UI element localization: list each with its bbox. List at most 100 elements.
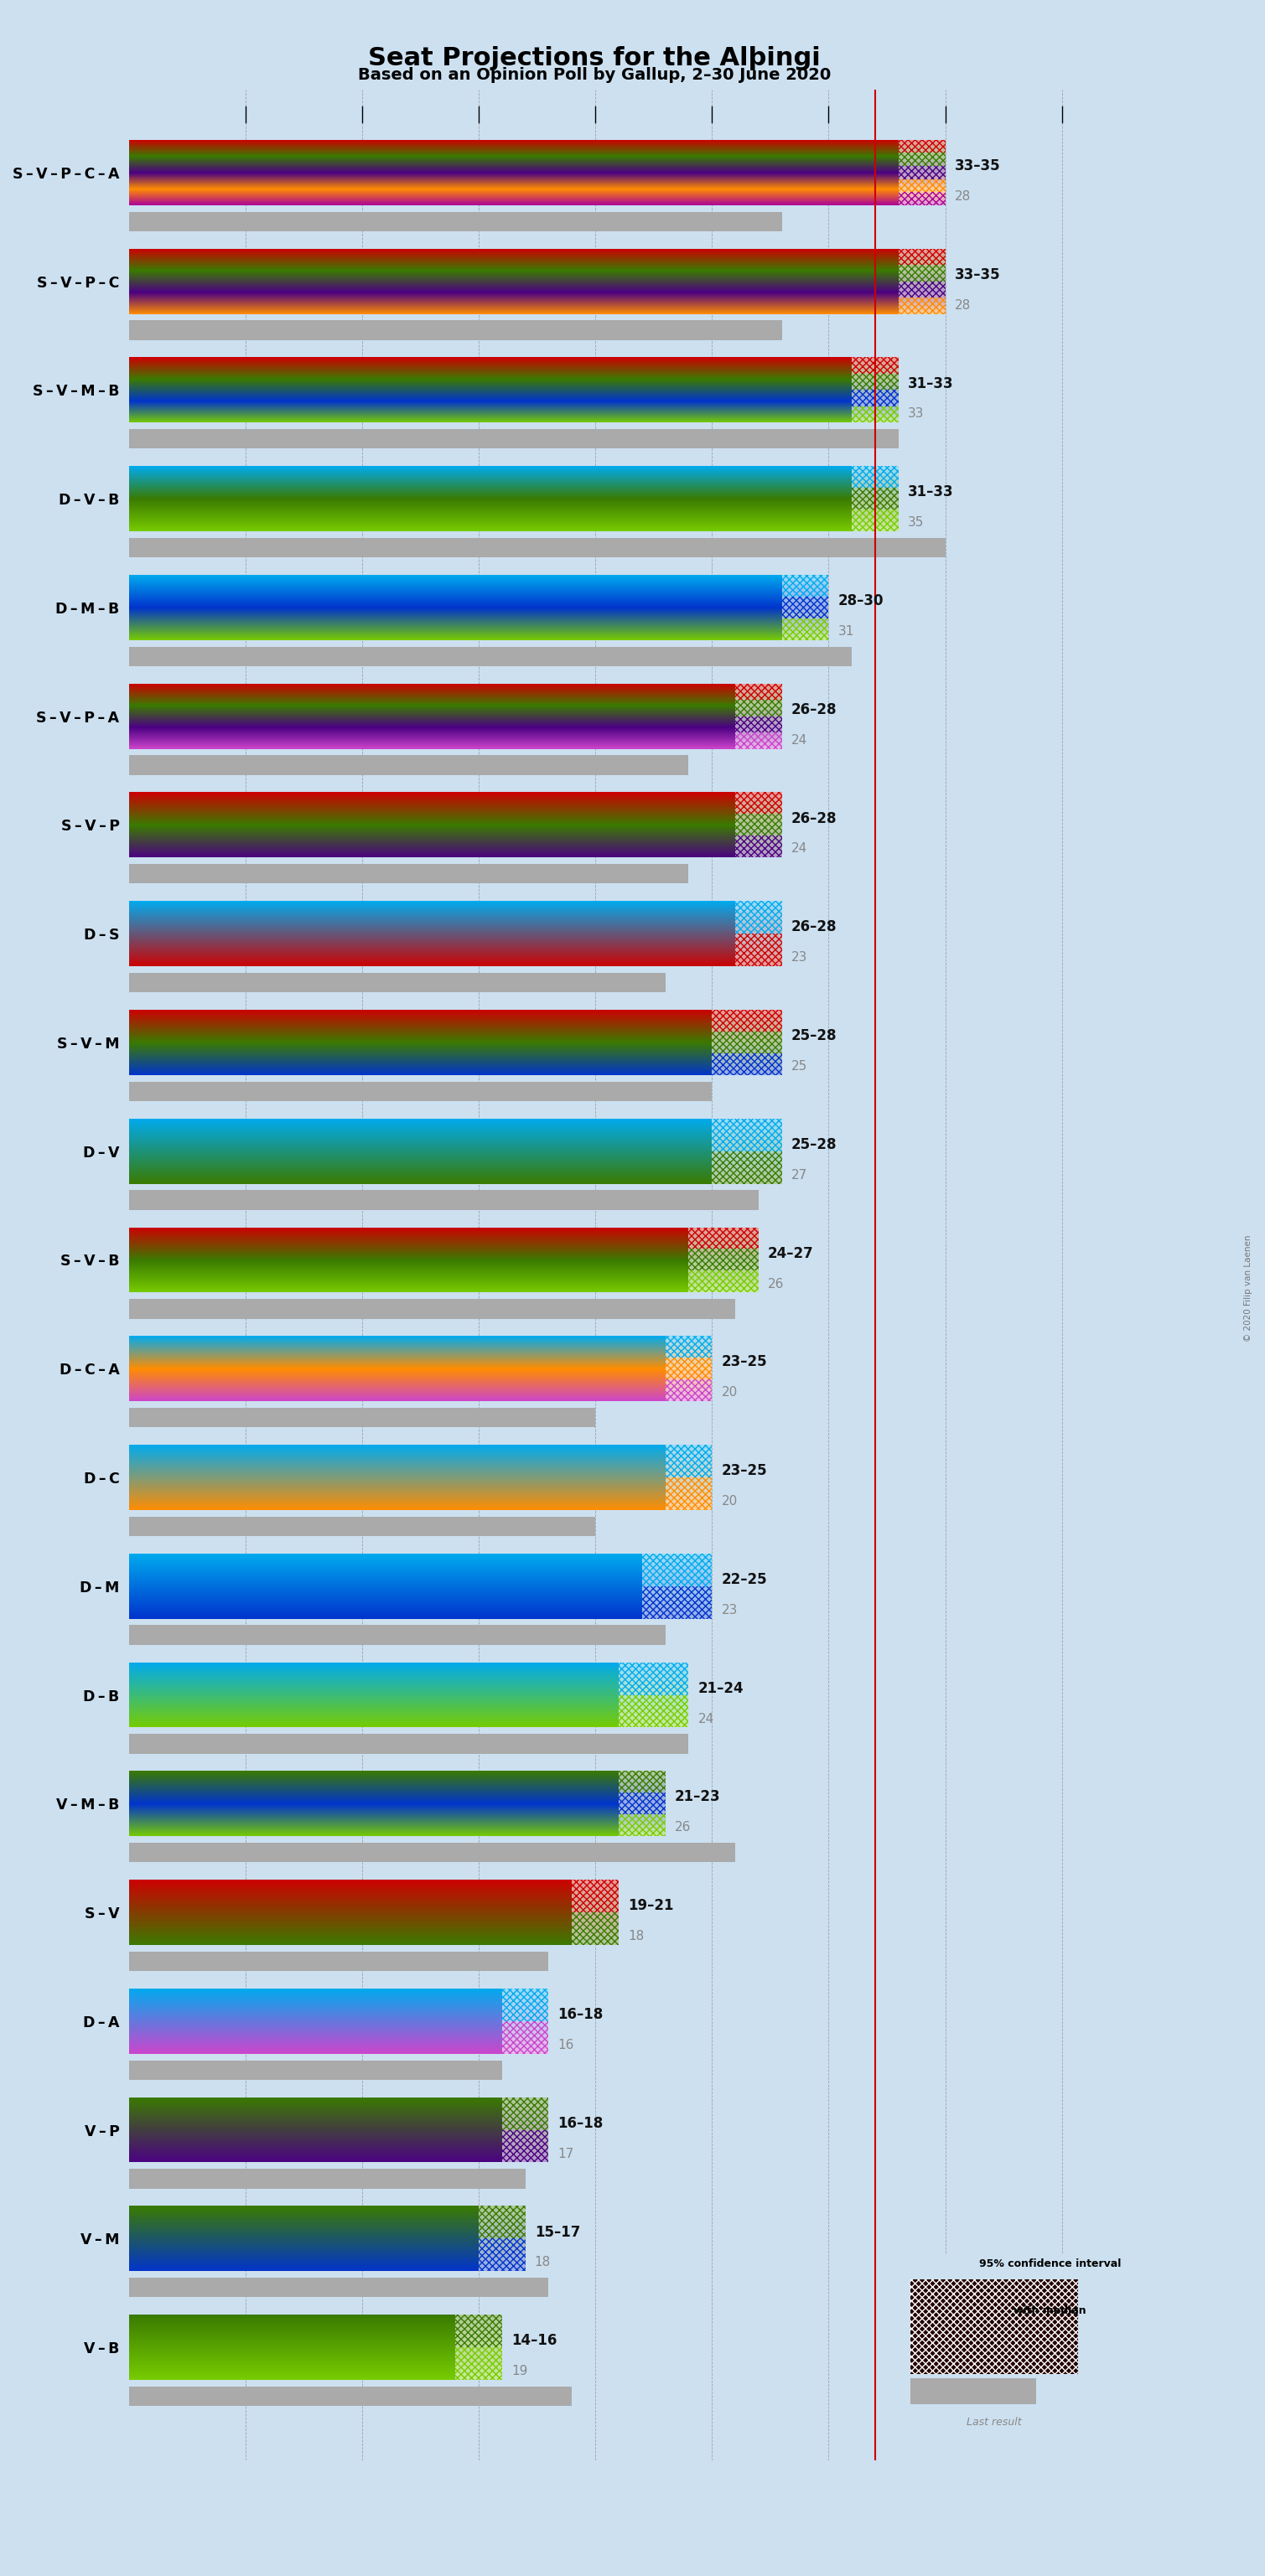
Bar (665, 1445, 712, 1510)
Bar (502, 1989, 549, 2053)
Text: 26–28: 26–28 (792, 920, 837, 935)
Text: 27: 27 (792, 1170, 807, 1182)
Bar (898, 281, 945, 299)
Bar (641, 1553, 712, 1618)
Bar (665, 1337, 712, 1401)
Bar (129, 647, 851, 667)
Bar (129, 319, 782, 340)
Bar (735, 902, 782, 966)
Bar (911, 2280, 1078, 2375)
Bar (782, 598, 829, 618)
Bar (129, 1953, 549, 1971)
Bar (688, 1270, 759, 1293)
Bar (502, 1989, 549, 2022)
Bar (782, 574, 829, 639)
Text: 31–33: 31–33 (908, 484, 954, 500)
Bar (129, 755, 688, 775)
Text: 23: 23 (792, 951, 807, 963)
Bar (898, 250, 945, 265)
Text: 16: 16 (558, 2038, 574, 2050)
Text: 26: 26 (768, 1278, 784, 1291)
Bar (619, 1814, 665, 1837)
Bar (851, 358, 898, 422)
Bar (502, 2097, 549, 2161)
Bar (712, 1054, 782, 1074)
Bar (898, 152, 945, 165)
Bar (641, 1587, 712, 1618)
Bar (619, 1793, 665, 1814)
Text: 33–35: 33–35 (955, 160, 1001, 173)
Text: 33: 33 (908, 407, 925, 420)
Bar (641, 1553, 712, 1618)
Text: 23–25: 23–25 (721, 1355, 767, 1370)
Bar (898, 193, 945, 206)
Bar (782, 574, 829, 639)
Text: 25–28: 25–28 (792, 1136, 837, 1151)
Bar (665, 1337, 712, 1401)
Text: 15–17: 15–17 (535, 2226, 581, 2239)
Bar (712, 1010, 782, 1074)
Bar (712, 1118, 782, 1151)
Bar (619, 1695, 688, 1728)
Bar (478, 2205, 525, 2272)
Bar (735, 902, 782, 966)
Bar (735, 793, 782, 858)
Bar (712, 1010, 782, 1030)
Bar (619, 1662, 688, 1695)
Bar (455, 2316, 502, 2347)
Bar (735, 835, 782, 858)
Bar (129, 430, 898, 448)
Bar (851, 374, 898, 389)
Text: 28–30: 28–30 (837, 592, 884, 608)
Text: with median: with median (1013, 2306, 1087, 2316)
Bar (851, 487, 898, 510)
Text: 14–16: 14–16 (511, 2334, 557, 2349)
Text: 20: 20 (721, 1494, 737, 1507)
Text: 21–24: 21–24 (698, 1680, 744, 1695)
Bar (898, 299, 945, 314)
Text: 18: 18 (535, 2257, 550, 2269)
Bar (712, 1010, 782, 1074)
Bar (129, 2169, 525, 2190)
Bar (735, 683, 782, 701)
Bar (572, 1880, 619, 1945)
Text: 25–28: 25–28 (792, 1028, 837, 1043)
Bar (619, 1770, 665, 1793)
Bar (455, 2316, 502, 2380)
Bar (851, 466, 898, 531)
Bar (851, 466, 898, 487)
Text: 19: 19 (511, 2365, 528, 2378)
Bar (688, 1226, 759, 1293)
Bar (129, 2061, 502, 2079)
Bar (782, 574, 829, 598)
Bar (898, 165, 945, 178)
Bar (129, 863, 688, 884)
Bar (502, 2097, 549, 2130)
Bar (129, 1734, 688, 1754)
Text: Last result: Last result (966, 2416, 1022, 2429)
Bar (129, 1842, 735, 1862)
Bar (455, 2316, 502, 2380)
Text: 26–28: 26–28 (792, 703, 837, 716)
Bar (712, 1118, 782, 1185)
Bar (851, 466, 898, 531)
Bar (502, 2130, 549, 2161)
Text: 19–21: 19–21 (627, 1899, 674, 1914)
Bar (665, 1337, 712, 1358)
Text: 17: 17 (558, 2148, 574, 2161)
Text: 31–33: 31–33 (908, 376, 954, 392)
Bar (898, 178, 945, 193)
Bar (735, 683, 782, 750)
Bar (129, 2385, 572, 2406)
Bar (851, 407, 898, 422)
Bar (478, 2205, 525, 2239)
Text: 18: 18 (627, 1929, 644, 1942)
Text: 24–27: 24–27 (768, 1247, 813, 1260)
Text: 16–18: 16–18 (558, 2007, 603, 2022)
Bar (898, 250, 945, 314)
Bar (735, 814, 782, 835)
Bar (898, 139, 945, 206)
Bar (619, 1662, 688, 1728)
Bar (898, 265, 945, 281)
Bar (129, 1517, 596, 1535)
